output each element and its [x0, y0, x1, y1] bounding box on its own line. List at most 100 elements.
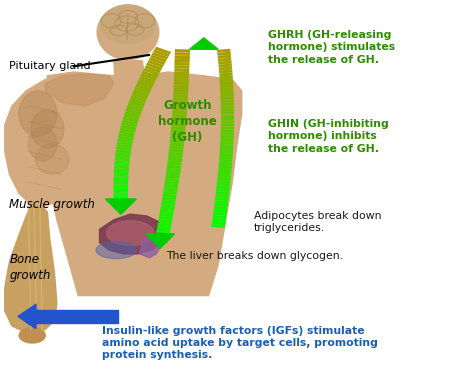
Polygon shape	[173, 100, 188, 104]
Polygon shape	[153, 49, 170, 57]
Polygon shape	[221, 114, 234, 117]
Polygon shape	[170, 136, 185, 140]
Polygon shape	[114, 195, 128, 198]
Polygon shape	[220, 94, 234, 97]
Polygon shape	[166, 168, 181, 172]
Polygon shape	[174, 78, 189, 82]
Polygon shape	[167, 161, 182, 166]
Polygon shape	[175, 49, 190, 53]
Text: GHIN (GH-inhibiting
hormone) inhibits
the release of GH.: GHIN (GH-inhibiting hormone) inhibits th…	[268, 119, 389, 154]
Polygon shape	[219, 165, 232, 168]
Polygon shape	[219, 76, 233, 79]
Polygon shape	[172, 113, 187, 117]
Polygon shape	[18, 304, 36, 329]
Polygon shape	[114, 168, 129, 172]
Polygon shape	[125, 111, 140, 117]
Polygon shape	[161, 203, 175, 208]
Polygon shape	[123, 117, 139, 122]
Polygon shape	[140, 237, 161, 258]
Polygon shape	[114, 166, 129, 169]
Polygon shape	[114, 61, 145, 76]
Polygon shape	[113, 187, 128, 190]
Polygon shape	[113, 182, 128, 185]
Polygon shape	[147, 60, 164, 68]
Polygon shape	[157, 226, 171, 230]
Polygon shape	[114, 177, 128, 179]
Text: Growth
hormone
(GH): Growth hormone (GH)	[158, 99, 217, 144]
Polygon shape	[173, 85, 189, 88]
Polygon shape	[156, 229, 170, 234]
Polygon shape	[163, 190, 177, 195]
Polygon shape	[214, 203, 228, 207]
Polygon shape	[113, 185, 128, 187]
Polygon shape	[116, 147, 131, 151]
Polygon shape	[127, 106, 142, 112]
Polygon shape	[114, 163, 129, 166]
Polygon shape	[113, 193, 128, 195]
Polygon shape	[121, 122, 137, 128]
Polygon shape	[217, 49, 230, 53]
Polygon shape	[173, 94, 188, 98]
Polygon shape	[114, 198, 128, 200]
Polygon shape	[114, 179, 128, 182]
Polygon shape	[221, 117, 234, 121]
Polygon shape	[220, 85, 233, 88]
Polygon shape	[218, 168, 232, 171]
Polygon shape	[167, 164, 181, 169]
Polygon shape	[45, 72, 242, 296]
Polygon shape	[219, 150, 233, 153]
Text: GHRH (GH-releasing
hormone) stimulates
the release of GH.: GHRH (GH-releasing hormone) stimulates t…	[268, 30, 395, 65]
Polygon shape	[216, 188, 229, 192]
Polygon shape	[140, 74, 157, 81]
Polygon shape	[169, 146, 183, 150]
Polygon shape	[119, 130, 135, 135]
Polygon shape	[218, 58, 231, 61]
Polygon shape	[215, 200, 228, 204]
Ellipse shape	[96, 242, 137, 258]
Polygon shape	[149, 57, 165, 65]
Polygon shape	[122, 119, 138, 125]
Polygon shape	[133, 89, 149, 97]
Polygon shape	[221, 121, 234, 124]
Polygon shape	[138, 79, 154, 86]
Polygon shape	[221, 126, 234, 130]
Polygon shape	[113, 190, 128, 193]
Polygon shape	[130, 95, 147, 102]
Polygon shape	[220, 132, 234, 136]
Polygon shape	[114, 160, 129, 164]
Polygon shape	[220, 129, 234, 133]
Polygon shape	[165, 174, 180, 179]
Polygon shape	[171, 123, 186, 127]
Polygon shape	[169, 149, 183, 153]
Polygon shape	[126, 108, 141, 115]
Polygon shape	[159, 216, 173, 221]
Polygon shape	[128, 103, 144, 110]
Polygon shape	[146, 234, 174, 248]
Polygon shape	[166, 171, 180, 175]
Polygon shape	[221, 124, 234, 127]
Polygon shape	[134, 87, 150, 94]
Polygon shape	[145, 65, 161, 73]
Polygon shape	[212, 221, 226, 225]
Polygon shape	[117, 144, 132, 148]
Polygon shape	[172, 110, 187, 114]
Polygon shape	[220, 138, 234, 141]
Polygon shape	[5, 205, 57, 334]
Polygon shape	[175, 52, 190, 56]
Polygon shape	[220, 100, 234, 103]
Polygon shape	[163, 194, 177, 198]
Polygon shape	[173, 97, 188, 101]
Polygon shape	[174, 72, 189, 75]
Polygon shape	[168, 155, 182, 159]
Polygon shape	[172, 117, 186, 121]
Polygon shape	[219, 159, 232, 163]
Polygon shape	[219, 162, 232, 165]
Polygon shape	[217, 182, 230, 186]
Polygon shape	[118, 136, 134, 141]
Polygon shape	[120, 125, 136, 130]
Polygon shape	[221, 111, 234, 114]
Ellipse shape	[107, 221, 154, 246]
Ellipse shape	[100, 6, 155, 44]
Polygon shape	[160, 210, 174, 215]
Polygon shape	[116, 149, 131, 153]
